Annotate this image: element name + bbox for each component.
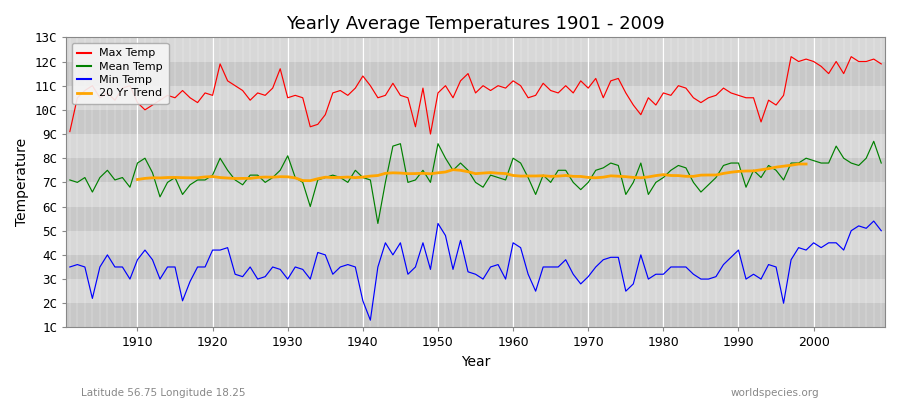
Title: Yearly Average Temperatures 1901 - 2009: Yearly Average Temperatures 1901 - 2009 [286, 15, 665, 33]
Line: 20 Yr Trend: 20 Yr Trend [138, 164, 806, 181]
Bar [66, 206, 885, 231]
20 Yr Trend [606, 174, 616, 178]
Text: worldspecies.org: worldspecies.org [731, 388, 819, 398]
Max Temp [290, 93, 301, 98]
Min Temp [606, 255, 616, 260]
Min Temp [365, 318, 376, 322]
Mean Temp [515, 161, 526, 166]
Max Temp [876, 62, 886, 66]
Mean Temp [868, 139, 879, 144]
Min Temp [508, 240, 518, 245]
Min Temp [124, 277, 135, 282]
20 Yr Trend [793, 162, 804, 166]
Bar [66, 231, 885, 255]
Max Temp [335, 88, 346, 93]
Mean Temp [335, 175, 346, 180]
X-axis label: Year: Year [461, 355, 491, 369]
Mean Temp [876, 161, 886, 166]
Min Temp [335, 264, 346, 269]
Line: Min Temp: Min Temp [70, 221, 881, 320]
20 Yr Trend [132, 177, 143, 182]
Mean Temp [508, 156, 518, 161]
Line: Mean Temp: Mean Temp [70, 141, 881, 224]
Text: Latitude 56.75 Longitude 18.25: Latitude 56.75 Longitude 18.25 [81, 388, 246, 398]
Max Temp [124, 83, 135, 88]
20 Yr Trend [222, 176, 233, 180]
Min Temp [868, 219, 879, 224]
Mean Temp [290, 175, 301, 180]
Max Temp [508, 78, 518, 83]
20 Yr Trend [778, 164, 789, 168]
Max Temp [65, 129, 76, 134]
20 Yr Trend [696, 173, 706, 178]
Mean Temp [373, 221, 383, 226]
Mean Temp [124, 185, 135, 190]
Min Temp [65, 264, 76, 269]
20 Yr Trend [305, 178, 316, 183]
Min Temp [876, 228, 886, 233]
Bar [66, 37, 885, 62]
Min Temp [515, 245, 526, 250]
Bar [66, 134, 885, 158]
Legend: Max Temp, Mean Temp, Min Temp, 20 Yr Trend: Max Temp, Mean Temp, Min Temp, 20 Yr Tre… [72, 43, 168, 104]
Line: Max Temp: Max Temp [70, 57, 881, 134]
Bar [66, 110, 885, 134]
Max Temp [425, 132, 436, 136]
Mean Temp [606, 161, 616, 166]
20 Yr Trend [342, 175, 353, 180]
Bar [66, 255, 885, 279]
Max Temp [606, 78, 616, 83]
Bar [66, 158, 885, 182]
Mean Temp [65, 178, 76, 182]
Bar [66, 279, 885, 303]
Max Temp [515, 83, 526, 88]
Bar [66, 303, 885, 328]
Bar [66, 86, 885, 110]
Min Temp [290, 264, 301, 269]
Y-axis label: Temperature: Temperature [15, 138, 29, 226]
Bar [66, 62, 885, 86]
Max Temp [786, 54, 796, 59]
Bar [66, 182, 885, 206]
20 Yr Trend [711, 173, 722, 178]
20 Yr Trend [801, 162, 812, 166]
